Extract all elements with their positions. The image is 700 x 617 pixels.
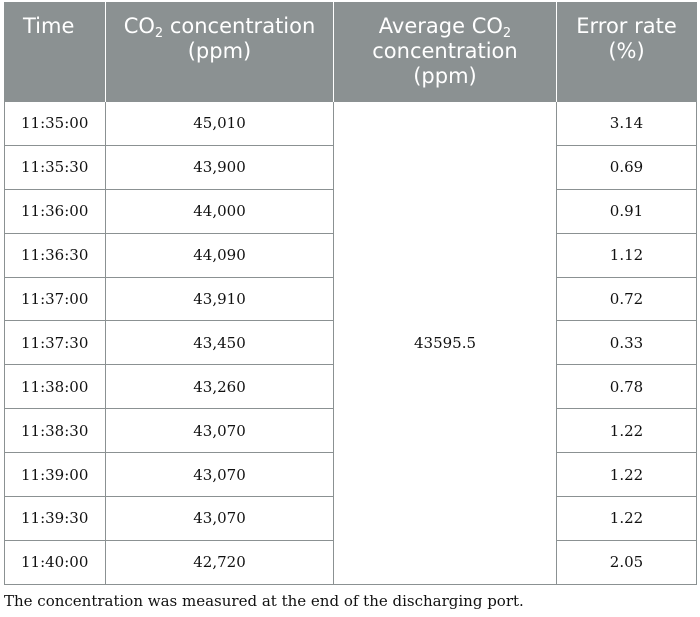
header-concentration-sub: 2 <box>154 26 164 41</box>
table-row: 11:36:00 44,000 0.91 <box>4 188 697 234</box>
table-row: 11:38:30 43,070 1.22 <box>4 408 697 454</box>
header-average-pre: Average CO <box>378 14 503 38</box>
cell-time: 11:36:30 <box>4 232 106 278</box>
cell-error-rate: 1.22 <box>556 496 697 541</box>
cell-concentration: 43,910 <box>105 276 334 322</box>
cell-concentration: 43,070 <box>105 452 334 498</box>
cell-time: 11:35:00 <box>4 101 106 146</box>
table-row: 11:39:30 43,070 1.22 <box>4 496 697 541</box>
cell-time: 11:35:30 <box>4 144 106 190</box>
cell-concentration: 42,720 <box>105 539 334 585</box>
table-header: Time CO2 concentration (ppm) Average CO2… <box>4 2 697 102</box>
header-time-label: Time <box>23 14 75 38</box>
cell-error-rate: 2.05 <box>556 539 697 585</box>
table-row: 11:35:30 43,900 0.69 <box>4 144 697 190</box>
table-footnote: The concentration was measured at the en… <box>4 592 524 610</box>
cell-error-rate: 0.33 <box>556 320 697 366</box>
cell-time: 11:38:30 <box>4 408 106 454</box>
table-row: 11:40:00 42,720 2.05 <box>4 539 697 585</box>
header-time: Time <box>4 2 106 102</box>
header-average-post: concentration (ppm) <box>372 39 518 88</box>
header-error-rate: Error rate (%) <box>556 2 697 102</box>
cell-error-rate: 0.91 <box>556 188 697 234</box>
header-average-sub: 2 <box>502 26 512 41</box>
header-concentration: CO2 concentration (ppm) <box>105 2 334 102</box>
cell-time: 11:39:00 <box>4 452 106 498</box>
cell-concentration: 45,010 <box>105 101 334 146</box>
cell-time: 11:39:30 <box>4 496 106 541</box>
header-error-rate-label: Error rate (%) <box>576 14 677 63</box>
header-average-label: Average CO2 concentration (ppm) <box>338 2 552 89</box>
cell-time: 11:36:00 <box>4 188 106 234</box>
header-concentration-post: concentration (ppm) <box>163 14 316 63</box>
cell-error-rate: 3.14 <box>556 101 697 146</box>
table-row: 11:39:00 43,070 1.22 <box>4 452 697 498</box>
cell-error-rate: 0.69 <box>556 144 697 190</box>
data-table-container: Time CO2 concentration (ppm) Average CO2… <box>4 2 697 585</box>
header-concentration-pre: CO <box>123 14 155 38</box>
cell-error-rate: 0.78 <box>556 364 697 410</box>
header-row: Time CO2 concentration (ppm) Average CO2… <box>4 2 697 102</box>
cell-time: 11:40:00 <box>4 539 106 585</box>
cell-concentration: 43,260 <box>105 364 334 410</box>
co2-concentration-table: Time CO2 concentration (ppm) Average CO2… <box>4 2 697 585</box>
table-body: 11:35:00 45,010 43595.5 3.14 11:35:30 43… <box>4 101 697 585</box>
cell-error-rate: 0.72 <box>556 276 697 322</box>
cell-concentration: 44,000 <box>105 188 334 234</box>
cell-time: 11:37:00 <box>4 276 106 322</box>
cell-average-concentration: 43595.5 <box>333 101 557 585</box>
header-concentration-label: CO2 concentration (ppm) <box>110 2 329 64</box>
cell-concentration: 43,070 <box>105 496 334 541</box>
cell-time: 11:37:30 <box>4 320 106 366</box>
cell-error-rate: 1.22 <box>556 408 697 454</box>
cell-concentration: 43,070 <box>105 408 334 454</box>
cell-time: 11:38:00 <box>4 364 106 410</box>
cell-concentration: 43,450 <box>105 320 334 366</box>
table-row: 11:37:00 43,910 0.72 <box>4 276 697 322</box>
cell-error-rate: 1.12 <box>556 232 697 278</box>
table-row: 11:37:30 43,450 0.33 <box>4 320 697 366</box>
table-row: 11:35:00 45,010 43595.5 3.14 <box>4 101 697 585</box>
cell-concentration: 43,900 <box>105 144 334 190</box>
table-row: 11:36:30 44,090 1.12 <box>4 232 697 278</box>
cell-error-rate: 1.22 <box>556 452 697 498</box>
cell-concentration: 44,090 <box>105 232 334 278</box>
header-average: Average CO2 concentration (ppm) <box>333 2 557 102</box>
